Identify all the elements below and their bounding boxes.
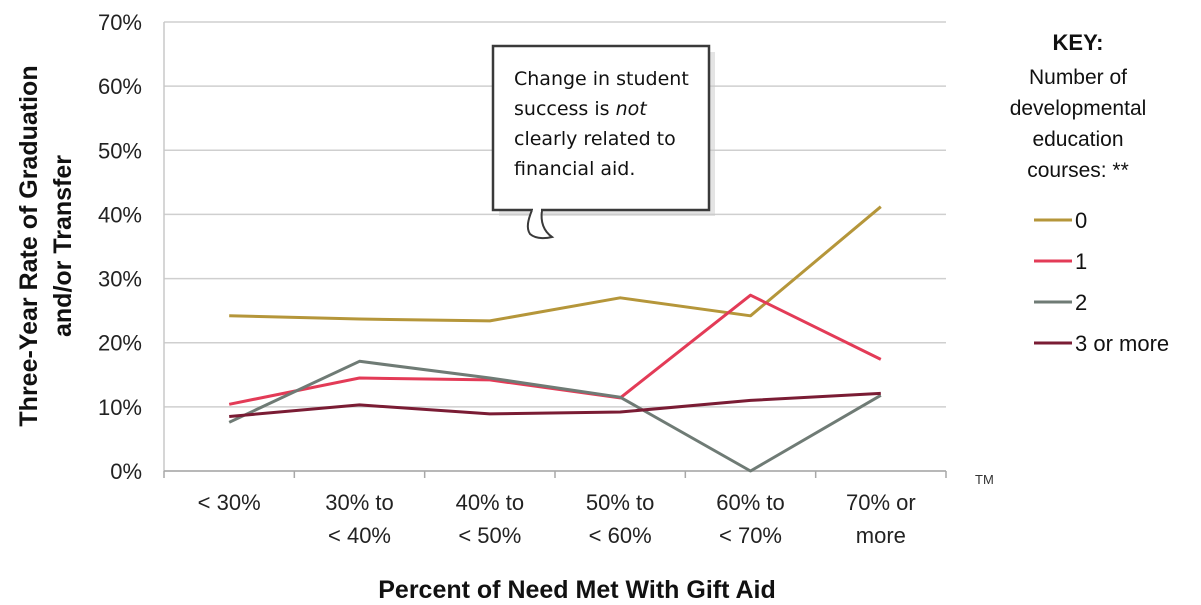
x-tick-label: < 50% (458, 523, 521, 548)
legend-label: 2 (1075, 290, 1087, 315)
callout-text-line: success is not (514, 98, 648, 120)
x-tick-label: 70% or (846, 490, 916, 515)
callout-text-span: Change in student (514, 68, 689, 90)
x-tick-label: < 70% (719, 523, 782, 548)
legend-subtitle: developmental (1010, 97, 1147, 120)
legend-subtitle: education (1032, 128, 1123, 151)
series-lines (228, 205, 882, 473)
legend-subtitle: Number of (1029, 66, 1127, 89)
x-tick-label: more (856, 523, 906, 548)
legend-label: 3 or more (1075, 331, 1169, 356)
callout-text-line: Change in student (514, 68, 689, 90)
x-tick-label: 50% to (586, 490, 655, 515)
x-tick-label: 60% to (716, 490, 785, 515)
legend-subtitle: courses: ** (1027, 159, 1129, 182)
series-line (229, 391, 881, 418)
x-tick-label: < 60% (589, 523, 652, 548)
x-tick-label: 30% to (325, 490, 394, 515)
legend-title: KEY: (1053, 30, 1104, 55)
y-tick-label: 70% (98, 10, 142, 35)
callout-text-line: financial aid. (514, 158, 635, 180)
callout-text-span: success is (514, 98, 616, 120)
x-tick-label: < 30% (198, 490, 261, 515)
callout-text-span: not (616, 98, 649, 120)
y-tick-label: 0% (110, 459, 142, 484)
legend: KEY: Number of developmental education cours… (1010, 30, 1169, 356)
y-axis-title-line: Three-Year Rate of Graduation (15, 65, 43, 426)
callout-text-span: clearly related to (514, 128, 676, 150)
y-axis-ticks: 0% 10% 20% 30% 40% 50% 60% 70% (98, 10, 142, 484)
x-tick-label: < 40% (328, 523, 391, 548)
y-axis-title-line: and/or Transfer (49, 155, 77, 337)
legend-label: 1 (1075, 249, 1087, 274)
y-tick-label: 60% (98, 74, 142, 99)
y-tick-label: 20% (98, 331, 142, 356)
y-tick-label: 40% (98, 202, 142, 227)
trademark-mark: TM (975, 472, 994, 487)
x-tick-label: 40% to (456, 490, 525, 515)
y-tick-label: 50% (98, 138, 142, 163)
annotation-callout: Change in student success is not clearly r… (491, 44, 715, 240)
callout-text-line: clearly related to (514, 128, 676, 150)
y-axis-title: Three-Year Rate of Graduation and/or Tran… (15, 65, 77, 426)
x-axis-title: Percent of Need Met With Gift Aid (378, 576, 775, 604)
series-line (229, 205, 882, 323)
y-tick-label: 10% (98, 395, 142, 420)
series-line (228, 359, 882, 473)
callout-box (491, 44, 711, 212)
callout-tail (526, 209, 555, 240)
legend-label: 0 (1075, 208, 1087, 233)
x-axis-ticks: < 30% 30% to < 40% 40% to < 50% 50% to < 60% 60… (198, 490, 916, 548)
y-tick-label: 30% (98, 267, 142, 292)
callout-text-span: financial aid. (514, 158, 635, 180)
